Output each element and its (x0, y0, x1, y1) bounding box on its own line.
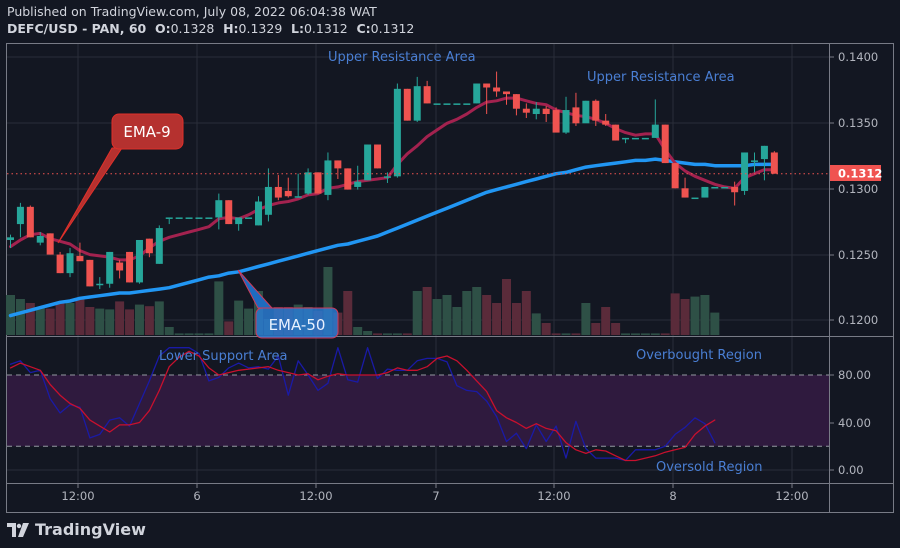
close-value: 0.1312 (370, 21, 415, 36)
price-tick: 0.1200 (838, 313, 878, 327)
osc-tick: 80.00 (838, 368, 871, 382)
open-label: O: (154, 21, 171, 36)
price-tick: 0.1350 (838, 116, 878, 130)
time-tick: 12:00 (61, 489, 94, 503)
last-price-label: 0.1312 (838, 167, 882, 181)
symbol-label[interactable]: DEFC/USD - PAN, 60 (7, 21, 147, 36)
upper-resistance-label-2[interactable]: Upper Resistance Area (587, 70, 735, 85)
time-axis[interactable]: 12:00 6 12:00 7 12:00 8 12:00 (61, 484, 809, 503)
tradingview-logo[interactable]: TradingView (7, 520, 146, 539)
close-label: C: (356, 21, 371, 36)
open-value: 0.1328 (170, 21, 215, 36)
low-label: L: (291, 21, 304, 36)
ema-50-line[interactable] (8, 157, 777, 318)
osc-tick: 40.00 (838, 416, 871, 430)
last-price-badge (830, 165, 881, 181)
time-tick: 12:00 (537, 489, 570, 503)
oscillator-lines[interactable] (9, 347, 716, 462)
time-tick: 6 (193, 489, 200, 503)
time-tick: 12:00 (299, 489, 332, 503)
ema-9-callout[interactable]: EMA-9 (57, 113, 184, 244)
ema-50-callout[interactable]: EMA-50 (237, 269, 339, 339)
ema-9-callout-text: EMA-9 (123, 123, 170, 141)
price-tick: 0.1400 (838, 50, 878, 64)
chart-frame (6, 43, 894, 513)
price-tick: 0.1250 (838, 248, 878, 262)
lower-support-label[interactable]: Lower Support Area (159, 349, 288, 364)
price-tick: 0.1300 (838, 182, 878, 196)
osc-tick: 0.00 (838, 463, 864, 477)
low-value: 0.1312 (303, 21, 348, 36)
tradingview-brand: TradingView (35, 520, 146, 539)
volume-bars (6, 267, 720, 335)
time-tick: 12:00 (775, 489, 808, 503)
price-axis[interactable]: 0.1400 0.1350 0.1300 0.1250 0.1200 0.131… (830, 50, 882, 327)
high-label: H: (223, 21, 239, 36)
time-tick: 7 (432, 489, 439, 503)
time-tick: 8 (669, 489, 676, 503)
oscillator-band (7, 374, 829, 447)
tradingview-logo-icon (7, 522, 29, 537)
candlestick-series[interactable] (7, 71, 778, 290)
symbol-ohlc-legend: DEFC/USD - PAN, 60 O:0.1328 H:0.1329 L:0… (7, 21, 414, 36)
high-value: 0.1329 (238, 21, 283, 36)
oversold-label[interactable]: Oversold Region (656, 460, 763, 475)
ema-50-callout-text: EMA-50 (269, 316, 326, 334)
overbought-label[interactable]: Overbought Region (636, 348, 762, 363)
upper-resistance-label-1[interactable]: Upper Resistance Area (328, 50, 476, 65)
published-caption: Published on TradingView.com, July 08, 2… (7, 4, 377, 19)
oscillator-axis[interactable]: 80.00 40.00 0.00 (830, 368, 871, 477)
